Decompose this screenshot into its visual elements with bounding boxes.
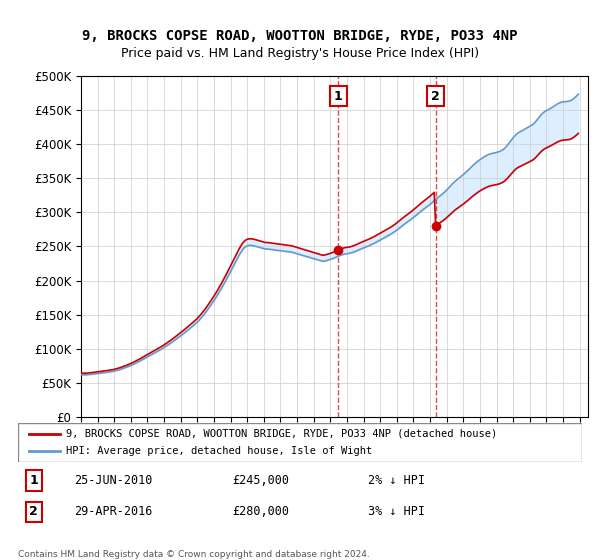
Text: 9, BROCKS COPSE ROAD, WOOTTON BRIDGE, RYDE, PO33 4NP: 9, BROCKS COPSE ROAD, WOOTTON BRIDGE, RY… (82, 29, 518, 44)
Text: 3% ↓ HPI: 3% ↓ HPI (368, 505, 425, 519)
FancyBboxPatch shape (18, 423, 582, 462)
Text: £280,000: £280,000 (232, 505, 289, 519)
Text: HPI: Average price, detached house, Isle of Wight: HPI: Average price, detached house, Isle… (66, 446, 372, 456)
Text: 2: 2 (431, 90, 440, 102)
Text: 1: 1 (29, 474, 38, 487)
Text: 29-APR-2016: 29-APR-2016 (74, 505, 153, 519)
Text: 9, BROCKS COPSE ROAD, WOOTTON BRIDGE, RYDE, PO33 4NP (detached house): 9, BROCKS COPSE ROAD, WOOTTON BRIDGE, RY… (66, 429, 497, 439)
Text: £245,000: £245,000 (232, 474, 289, 487)
Text: 2% ↓ HPI: 2% ↓ HPI (368, 474, 425, 487)
Text: Contains HM Land Registry data © Crown copyright and database right 2024.
This d: Contains HM Land Registry data © Crown c… (18, 550, 370, 560)
Text: 25-JUN-2010: 25-JUN-2010 (74, 474, 153, 487)
Text: 2: 2 (29, 505, 38, 519)
Text: 1: 1 (334, 90, 343, 102)
Text: Price paid vs. HM Land Registry's House Price Index (HPI): Price paid vs. HM Land Registry's House … (121, 46, 479, 60)
